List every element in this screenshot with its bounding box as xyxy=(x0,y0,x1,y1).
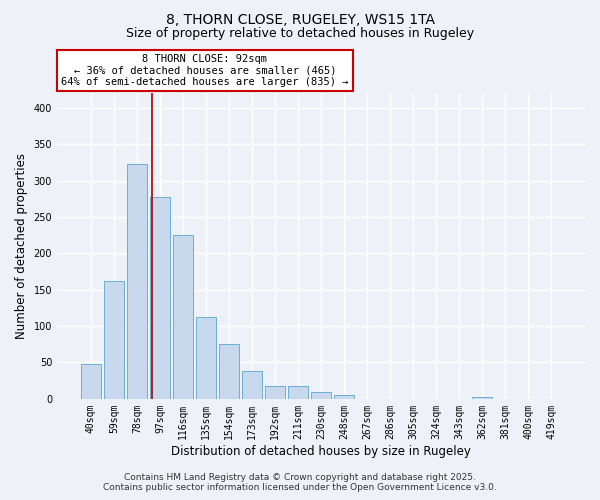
X-axis label: Distribution of detached houses by size in Rugeley: Distribution of detached houses by size … xyxy=(171,444,471,458)
Bar xyxy=(311,392,331,399)
Bar xyxy=(334,395,354,399)
Text: Contains HM Land Registry data © Crown copyright and database right 2025.
Contai: Contains HM Land Registry data © Crown c… xyxy=(103,473,497,492)
Bar xyxy=(104,281,124,399)
Bar xyxy=(242,371,262,399)
Text: Size of property relative to detached houses in Rugeley: Size of property relative to detached ho… xyxy=(126,28,474,40)
Y-axis label: Number of detached properties: Number of detached properties xyxy=(15,153,28,339)
Bar xyxy=(173,235,193,399)
Bar xyxy=(265,386,285,399)
Text: 8 THORN CLOSE: 92sqm
← 36% of detached houses are smaller (465)
64% of semi-deta: 8 THORN CLOSE: 92sqm ← 36% of detached h… xyxy=(61,54,349,88)
Text: 8, THORN CLOSE, RUGELEY, WS15 1TA: 8, THORN CLOSE, RUGELEY, WS15 1TA xyxy=(166,12,434,26)
Bar xyxy=(219,344,239,399)
Bar xyxy=(196,316,216,399)
Bar xyxy=(288,386,308,399)
Bar xyxy=(472,396,492,399)
Bar xyxy=(150,196,170,399)
Bar xyxy=(127,164,146,399)
Bar xyxy=(81,364,101,399)
